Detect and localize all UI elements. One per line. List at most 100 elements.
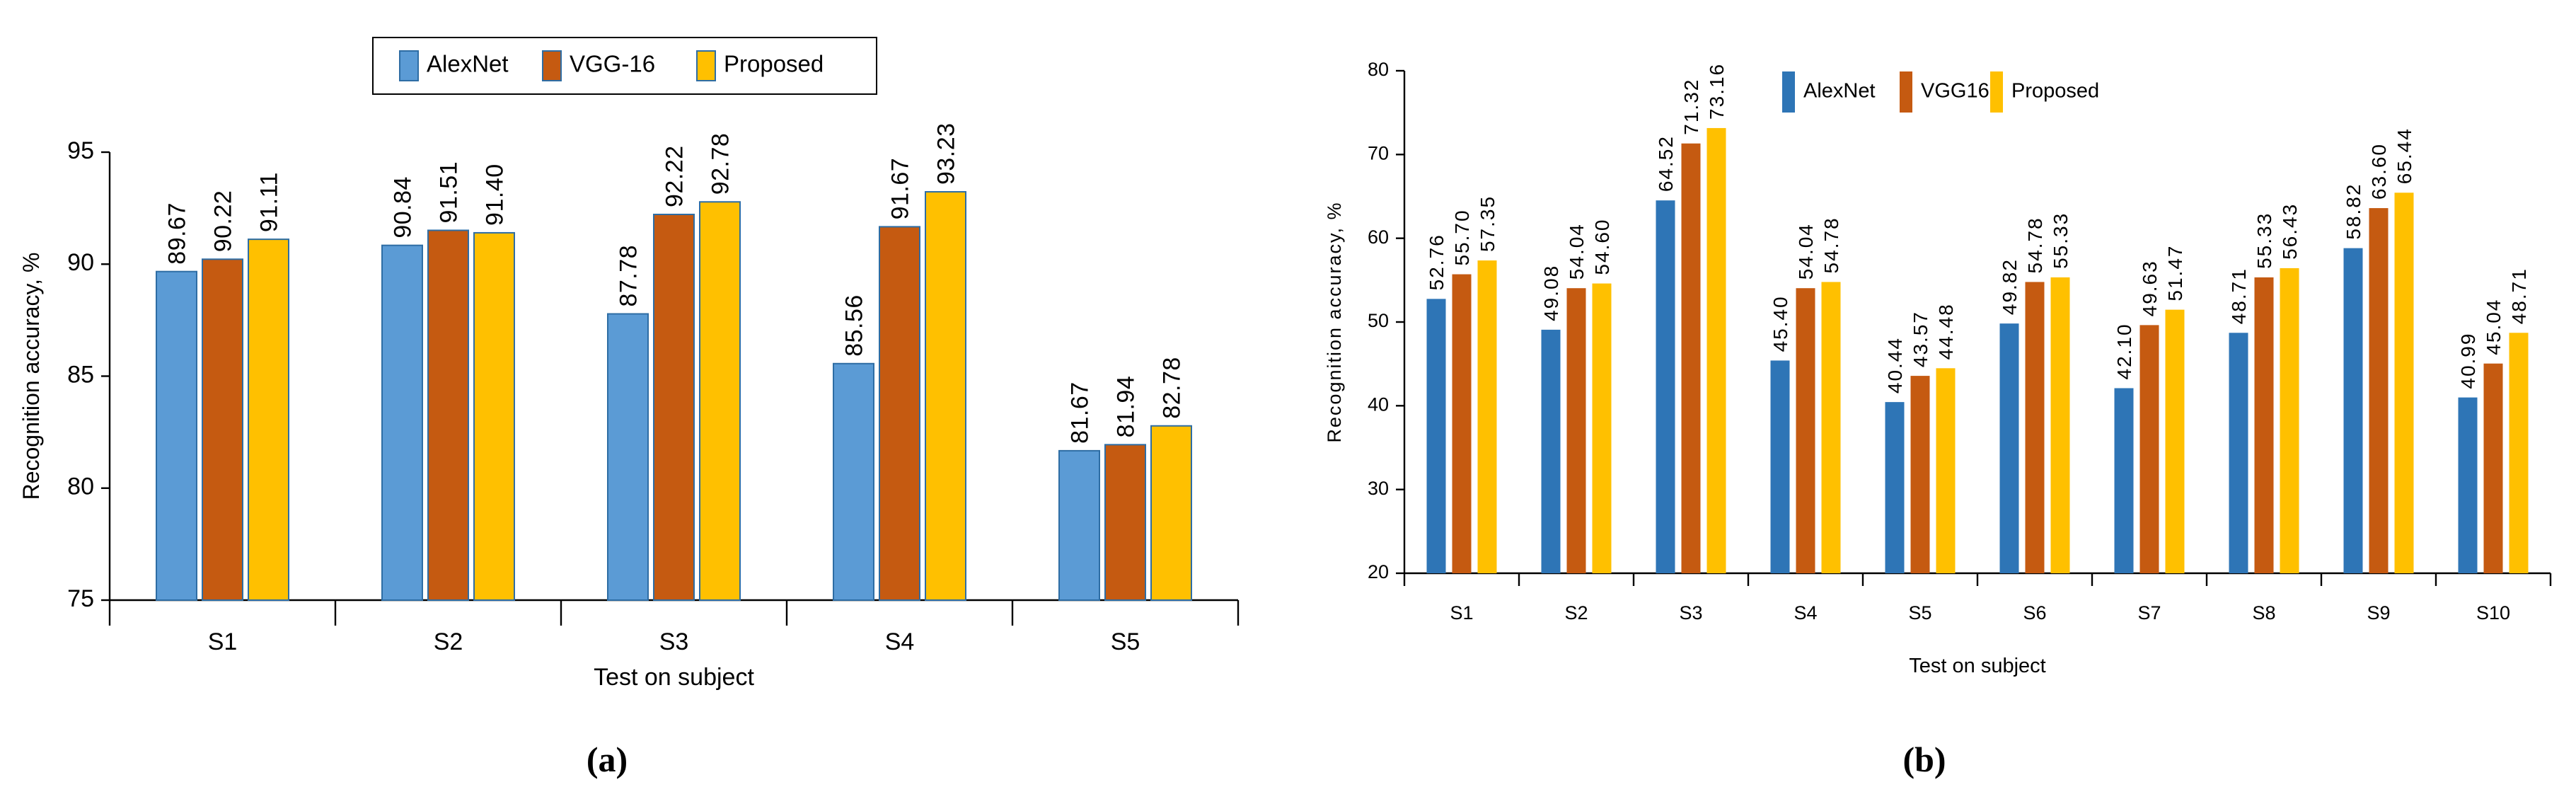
data-label: 55.33 (2253, 212, 2275, 269)
data-label: 90.22 (209, 190, 236, 253)
bar-vgg16 (2369, 208, 2389, 574)
bar-vgg-16 (653, 213, 695, 601)
chart-a: 75 80 85 90 95 S1 S2 S3 S4 S5 89.67 90.84 87.78 85.56… (18, 37, 1240, 779)
legend-label: VGG-16 (570, 51, 655, 77)
bar-proposed (1150, 425, 1192, 601)
data-label: 48.71 (2228, 268, 2250, 324)
bar-proposed (2509, 333, 2529, 573)
bar-alexnet (381, 244, 423, 601)
bar-proposed (2394, 192, 2414, 573)
data-label: 42.10 (2113, 323, 2135, 379)
bar-vgg16 (1452, 274, 1472, 573)
x-tick-label: S9 (2367, 602, 2390, 623)
data-label: 58.82 (2343, 183, 2364, 240)
y-tick-label: 30 (1368, 478, 1389, 499)
data-label: 55.70 (1451, 209, 1473, 265)
legend-label: Proposed (2011, 80, 2099, 103)
bar-alexnet (2114, 388, 2134, 573)
x-tick-label: S6 (2023, 602, 2046, 623)
figure-caption: (a) (587, 740, 628, 779)
x-tick-label: S7 (2137, 602, 2161, 623)
data-label: 49.08 (1540, 265, 1562, 321)
bar-proposed (2165, 309, 2185, 573)
data-label: 92.78 (707, 133, 734, 195)
data-label: 81.67 (1066, 381, 1093, 444)
data-label: 54.78 (1820, 217, 1842, 273)
bar-proposed (699, 201, 741, 601)
legend: AlexNet VGG16 Proposed (1782, 71, 2099, 113)
bar-proposed (1936, 368, 1956, 573)
data-label: 45.04 (2483, 299, 2505, 355)
data-label: 64.52 (1655, 135, 1677, 192)
bar-vgg16 (1681, 143, 1701, 574)
data-label: 63.60 (2368, 143, 2390, 200)
bar-alexnet (2229, 333, 2248, 573)
bar-alexnet (1058, 449, 1100, 601)
data-label: 45.40 (1769, 295, 1791, 352)
bar-alexnet (1541, 329, 1561, 573)
bar-proposed (2280, 268, 2299, 573)
x-tick-label: S5 (1908, 602, 1931, 623)
bar-vgg16 (2025, 282, 2045, 573)
data-label: 54.60 (1591, 218, 1613, 275)
data-label: 54.78 (2024, 217, 2046, 273)
data-label: 54.04 (1566, 223, 1588, 280)
bar-proposed (925, 191, 966, 601)
bar-alexnet (156, 270, 197, 601)
data-label: 51.47 (2164, 245, 2186, 301)
y-axis-title: Recognition accuracy, % (18, 253, 44, 500)
data-label: 91.40 (481, 163, 508, 226)
data-label: 54.04 (1795, 223, 1817, 280)
x-axis-title: Test on subject (594, 664, 754, 691)
y-tick-label: 95 (67, 137, 94, 164)
data-label: 87.78 (615, 245, 642, 307)
bar-vgg16 (2139, 325, 2159, 573)
data-label: 49.82 (1999, 258, 2021, 315)
bar-alexnet (1426, 299, 1446, 573)
data-label: 89.67 (163, 202, 190, 265)
legend-box (372, 37, 877, 95)
bar-proposed (473, 231, 515, 601)
x-tick-label: S2 (434, 628, 463, 655)
legend-swatch (542, 50, 562, 81)
legend-label: VGG16 (1921, 80, 1989, 103)
data-label: 49.63 (2139, 260, 2161, 316)
data-label: 91.11 (255, 172, 282, 232)
data-label: 56.43 (2279, 203, 2301, 260)
data-label: 93.23 (932, 122, 959, 185)
data-label: 40.44 (1884, 337, 1906, 393)
data-label: 55.33 (2050, 212, 2072, 269)
data-label: 85.56 (841, 294, 867, 357)
data-label: 81.94 (1112, 376, 1139, 438)
legend-swatch (1900, 71, 1912, 113)
bar-vgg16 (1566, 288, 1586, 573)
bar-proposed (1477, 260, 1497, 573)
bar-proposed (1706, 127, 1726, 573)
bar-alexnet (607, 313, 649, 601)
y-axis-title: Recognition accuracy, % (1324, 201, 1345, 442)
data-label: 71.32 (1680, 79, 1702, 135)
data-label: 91.67 (886, 158, 913, 220)
data-label: 43.57 (1910, 311, 1931, 367)
y-tick-label: 75 (67, 585, 94, 612)
data-label: 73.16 (1706, 63, 1728, 120)
x-tick-label: S8 (2252, 602, 2275, 623)
x-tick-label: S4 (885, 628, 915, 655)
data-label: 91.51 (435, 161, 462, 224)
legend: AlexNet VGG-16 Proposed (372, 37, 877, 95)
legend-swatch (696, 50, 716, 81)
bar-proposed (248, 238, 289, 601)
bar-alexnet (2458, 397, 2478, 573)
x-tick-label: S5 (1111, 628, 1140, 655)
bar-proposed (2050, 277, 2070, 573)
data-label: 90.84 (389, 176, 416, 238)
legend-label: AlexNet (1803, 80, 1876, 103)
y-tick-label: 50 (1368, 310, 1389, 331)
data-label: 40.99 (2457, 333, 2479, 389)
y-tick-label: 80 (67, 473, 94, 500)
y-tick-label: 80 (1368, 59, 1389, 80)
y-tick-label: 90 (67, 249, 94, 276)
bar-alexnet (833, 362, 874, 601)
legend-swatch (399, 50, 419, 81)
